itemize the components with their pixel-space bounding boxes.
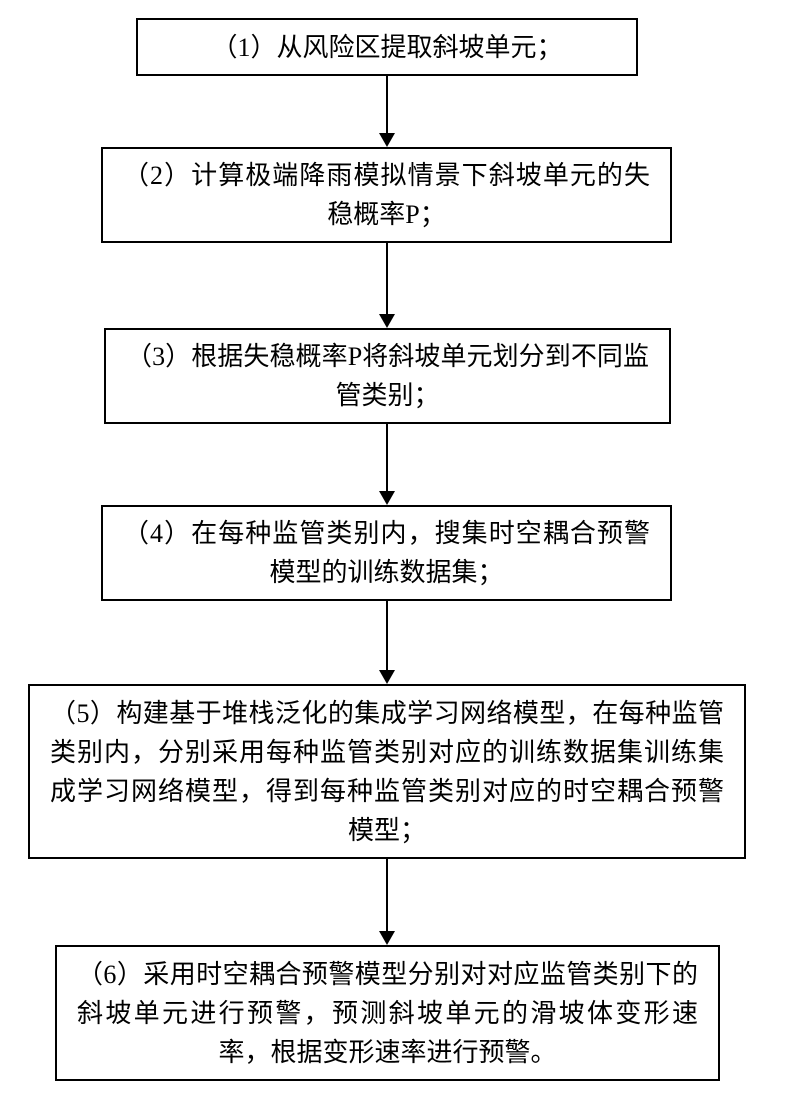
flow-arrow-head bbox=[379, 491, 395, 505]
flow-node-text: （1）从风险区提取斜坡单元； bbox=[211, 28, 562, 67]
flow-node: （6）采用时空耦合预警模型分别对对应监管类别下的斜坡单元进行预警，预测斜坡单元的… bbox=[55, 945, 720, 1081]
flow-node: （5）构建基于堆栈泛化的集成学习网络模型，在每种监管类别内，分别采用每种监管类别… bbox=[28, 684, 746, 859]
flow-arrow-line bbox=[386, 859, 388, 931]
flow-node-text: （2）计算极端降雨模拟情景下斜坡单元的失稳概率P； bbox=[123, 156, 650, 234]
flow-arrow-line bbox=[386, 76, 388, 133]
flow-node: （4）在每种监管类别内，搜集时空耦合预警模型的训练数据集； bbox=[101, 505, 672, 601]
flow-arrow-line bbox=[386, 424, 388, 491]
flow-node-text: （6）采用时空耦合预警模型分别对对应监管类别下的斜坡单元进行预警，预测斜坡单元的… bbox=[77, 955, 698, 1072]
flow-node-text: （4）在每种监管类别内，搜集时空耦合预警模型的训练数据集； bbox=[123, 514, 650, 592]
flow-arrow-head bbox=[379, 133, 395, 147]
flow-arrow-head bbox=[379, 314, 395, 328]
flowchart-container: （1）从风险区提取斜坡单元； （2）计算极端降雨模拟情景下斜坡单元的失稳概率P； （… bbox=[0, 0, 790, 1103]
flow-node-text: （5）构建基于堆栈泛化的集成学习网络模型，在每种监管类别内，分别采用每种监管类别… bbox=[50, 694, 724, 850]
flow-node: （1）从风险区提取斜坡单元； bbox=[136, 18, 638, 76]
flow-arrow-head bbox=[379, 931, 395, 945]
flow-arrow-head bbox=[379, 670, 395, 684]
flow-arrow-line bbox=[386, 243, 388, 314]
flow-node: （2）计算极端降雨模拟情景下斜坡单元的失稳概率P； bbox=[101, 147, 672, 243]
flow-arrow-line bbox=[386, 601, 388, 670]
flow-node: （3）根据失稳概率P将斜坡单元划分到不同监管类别； bbox=[104, 328, 671, 424]
flow-node-text: （3）根据失稳概率P将斜坡单元划分到不同监管类别； bbox=[126, 337, 649, 415]
